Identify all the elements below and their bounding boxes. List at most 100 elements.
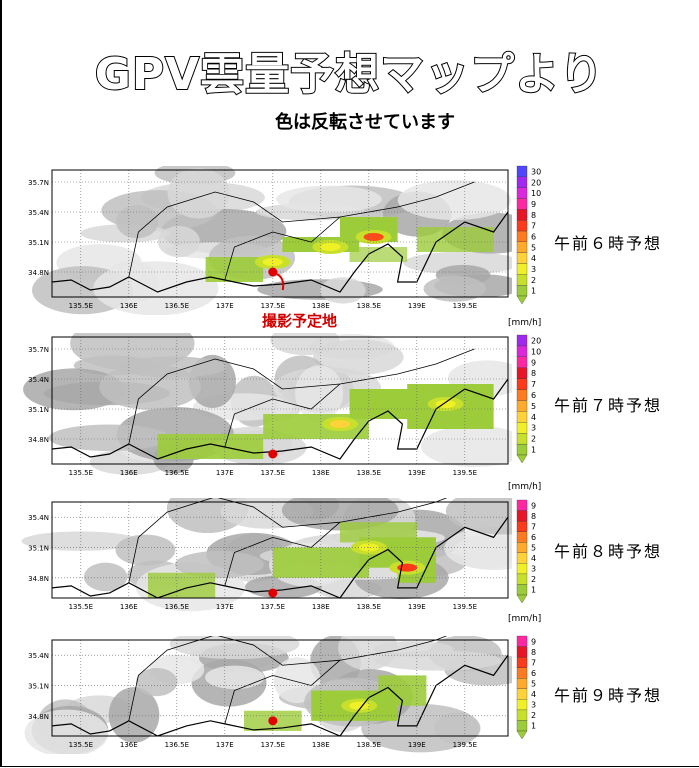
y-tick-label: 35.1N — [28, 406, 49, 414]
legend-swatch — [516, 646, 528, 658]
legend-level-label: 8 — [531, 369, 536, 378]
x-tick-label: 135.5E — [69, 469, 93, 477]
legend-level-label: 9 — [531, 637, 536, 646]
unit-label-0800: [mm/h] — [508, 614, 542, 624]
x-tick-label: 137.5E — [261, 741, 285, 749]
legend-swatch — [516, 678, 528, 689]
legend-swatch — [516, 520, 528, 532]
legend-swatch — [516, 285, 528, 297]
x-tick-label: 136.5E — [165, 469, 189, 477]
legend-swatch — [516, 356, 528, 368]
legend-level-label: 9 — [531, 358, 536, 367]
legend-level-label: 7 — [531, 658, 536, 667]
forecast-map-0700: 135.5E 136E 136.5E 137E 137.5E 138E 138.5E 139E… — [23, 333, 512, 477]
y-tick-label: 35.1N — [28, 544, 49, 552]
x-tick-label: 137E — [216, 469, 234, 477]
x-tick-label: 137E — [216, 302, 234, 310]
y-tick-label: 35.1N — [28, 239, 49, 247]
unit-label-0700: [mm/h] — [508, 482, 542, 492]
y-tick-label: 35.7N — [28, 346, 49, 354]
legend-level-label: 20 — [531, 336, 541, 345]
y-tick-label: 35.4N — [28, 514, 49, 522]
legend-level-label: 10 — [531, 189, 541, 198]
legend-swatch — [516, 378, 528, 390]
x-tick-label: 136E — [120, 302, 138, 310]
map-panel-0600: 135.5E 136E 136.5E 137E 137.5E 138E 138.5E 139E… — [20, 166, 512, 315]
legend-0600: 1 2 3 4 5 6 7 8 9 10 20 30 — [515, 165, 550, 306]
legend-level-label: 9 — [531, 501, 536, 510]
x-tick-label: 139.5E — [453, 603, 477, 611]
legend-level-label: 8 — [531, 211, 536, 220]
legend-swatch — [516, 252, 528, 264]
legend-level-label: 7 — [531, 522, 536, 531]
legend-level-label: 8 — [531, 512, 536, 521]
x-tick-label: 136E — [120, 603, 138, 611]
legend-level-label: 20 — [531, 178, 541, 187]
x-tick-label: 138.5E — [357, 469, 381, 477]
y-tick-label: 35.4N — [28, 376, 49, 384]
legend-level-label: 2 — [531, 435, 536, 444]
forecast-map-0800: 135.5E 136E 136.5E 137E 137.5E 138E 138.5E 139E… — [21, 498, 512, 612]
x-tick-label: 139E — [408, 469, 426, 477]
legend-level-label: 30 — [531, 167, 541, 176]
legend-level-label: 4 — [531, 690, 536, 699]
legend-swatch — [516, 699, 528, 711]
x-tick-label: 139.5E — [453, 741, 477, 749]
forecast-label-0700: 午前７時予想 — [554, 396, 663, 415]
forecast-label-0900: 午前９時予想 — [554, 686, 663, 705]
legend-level-label: 1 — [531, 446, 536, 455]
x-tick-label: 139E — [408, 302, 426, 310]
legend-level-label: 5 — [531, 243, 536, 252]
location-label: 撮影予定地 — [262, 312, 338, 330]
y-tick-label: 35.1N — [28, 682, 49, 690]
legend-swatch — [516, 443, 528, 456]
legend-level-label: 1 — [531, 722, 536, 731]
legend-swatch — [516, 389, 528, 401]
legend-swatch — [516, 241, 528, 253]
x-tick-label: 137E — [216, 603, 234, 611]
legend-level-label: 1 — [531, 287, 536, 296]
legend-level-label: 2 — [531, 711, 536, 720]
page-subtitle: 色は反転させています — [275, 112, 455, 133]
legend-swatch — [516, 573, 528, 585]
x-tick-label: 138.5E — [357, 603, 381, 611]
legend-level-label: 8 — [531, 648, 536, 657]
page-title: GPV雲量予想マップより — [94, 48, 605, 101]
legend-level-label: 4 — [531, 413, 536, 422]
forecast-label-0600: 午前６時予想 — [554, 234, 663, 253]
y-tick-label: 34.8N — [28, 269, 49, 277]
legend-level-label: 2 — [531, 575, 536, 584]
legend-swatch — [516, 345, 528, 357]
x-tick-label: 135.5E — [69, 741, 93, 749]
x-tick-label: 139E — [408, 741, 426, 749]
legend-swatch — [516, 198, 528, 210]
forecast-map-0900: 135.5E 136E 136.5E 137E 137.5E 138E 138.5E 139E… — [24, 636, 512, 754]
legend-level-label: 6 — [531, 669, 536, 678]
legend-level-label: 6 — [531, 232, 536, 241]
forecast-label-0800: 午前８時予想 — [554, 542, 663, 561]
legend-swatch — [516, 367, 528, 379]
legend-level-label: 7 — [531, 222, 536, 231]
legend-swatch — [516, 433, 528, 445]
legend-level-label: 6 — [531, 533, 536, 542]
legend-swatch — [516, 220, 528, 232]
legend-level-label: 10 — [531, 347, 541, 356]
legend-level-label: 3 — [531, 265, 536, 274]
legend-swatch — [516, 542, 528, 553]
legend-level-label: 4 — [531, 254, 536, 263]
y-tick-label: 35.7N — [28, 179, 49, 187]
legend-level-label: 5 — [531, 402, 536, 411]
x-tick-label: 135.5E — [69, 603, 93, 611]
location-marker — [268, 716, 278, 726]
x-tick-label: 137.5E — [261, 469, 285, 477]
x-tick-label: 138.5E — [357, 302, 381, 310]
legend-swatch — [516, 187, 528, 199]
forecast-map-0600: 135.5E 136E 136.5E 137E 137.5E 138E 138.5E 139E… — [28, 166, 512, 315]
legend-level-label: 7 — [531, 380, 536, 389]
legend-level-label: 6 — [531, 391, 536, 400]
legend-level-label: 3 — [531, 701, 536, 710]
x-tick-label: 137.5E — [261, 302, 285, 310]
